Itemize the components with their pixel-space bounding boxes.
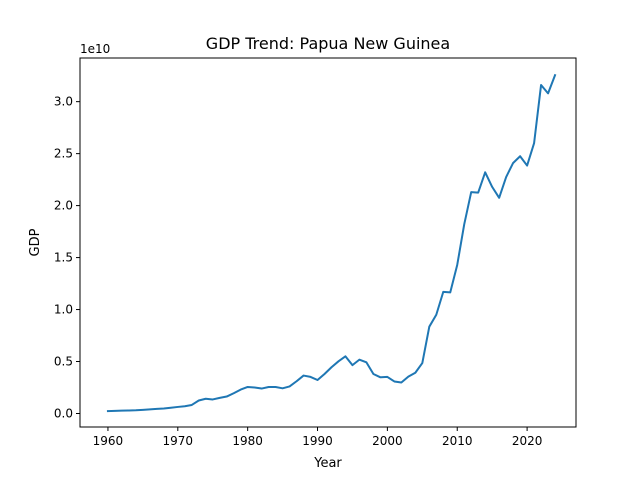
y-tick-label: 2.5 bbox=[54, 147, 73, 161]
x-tick-label: 1970 bbox=[163, 434, 194, 448]
plot-frame bbox=[79, 57, 577, 428]
x-tick-label: 1960 bbox=[93, 434, 124, 448]
x-tick-label: 2020 bbox=[512, 434, 543, 448]
y-axis-offset-label: 1e10 bbox=[80, 42, 110, 56]
chart-title: GDP Trend: Papua New Guinea bbox=[206, 34, 450, 53]
y-axis-label: GDP bbox=[28, 228, 43, 256]
y-tick-label: 0.5 bbox=[54, 355, 73, 369]
y-tick-label: 1.0 bbox=[54, 303, 73, 317]
plot-area: 0.0 0.5 1.0 1.5 2.0 2.5 3.0 1960 1970 1980 1990 20… bbox=[54, 57, 577, 448]
x-tick-label: 2000 bbox=[372, 434, 403, 448]
x-axis-ticks: 1960 1970 1980 1990 2000 2010 2020 bbox=[93, 427, 543, 448]
y-tick-label: 2.0 bbox=[54, 199, 73, 213]
y-tick-label: 3.0 bbox=[54, 95, 73, 109]
x-tick-label: 1980 bbox=[232, 434, 263, 448]
y-axis-ticks: 0.0 0.5 1.0 1.5 2.0 2.5 3.0 bbox=[54, 95, 80, 420]
series-lines bbox=[106, 73, 557, 413]
x-tick-label: 2010 bbox=[442, 434, 473, 448]
x-axis-label: Year bbox=[313, 456, 342, 471]
x-tick-label: 1990 bbox=[302, 434, 333, 448]
y-tick-label: 1.5 bbox=[54, 251, 73, 265]
gdp-series-line bbox=[106, 73, 557, 413]
y-tick-label: 0.0 bbox=[54, 406, 73, 420]
